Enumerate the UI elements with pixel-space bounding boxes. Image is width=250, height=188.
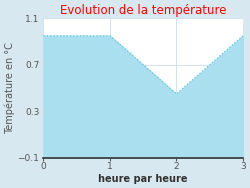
Title: Evolution de la température: Evolution de la température <box>60 4 226 17</box>
Y-axis label: Température en °C: Température en °C <box>4 42 15 134</box>
X-axis label: heure par heure: heure par heure <box>98 174 188 184</box>
